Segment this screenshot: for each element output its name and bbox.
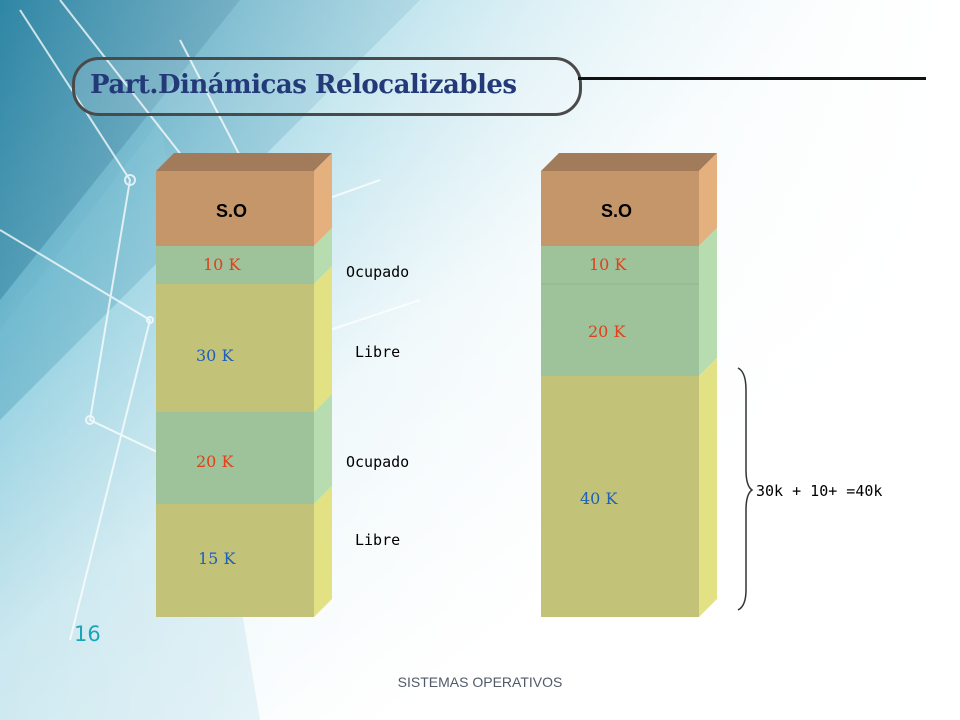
left-block-30k xyxy=(156,284,314,412)
right-block-10k xyxy=(541,246,699,284)
left-block-15k xyxy=(156,504,314,617)
right-block-40k-side xyxy=(699,358,717,617)
right-size-label-20k: 20 K xyxy=(588,322,626,341)
left-memory-column xyxy=(156,153,332,617)
right-size-label-40k: 40 K xyxy=(580,489,618,508)
state-label-ocupado-1: Ocupado xyxy=(346,263,410,281)
left-size-label-15k: 15 K xyxy=(198,549,236,568)
left-block-15k-side xyxy=(314,486,332,617)
right-block-40k xyxy=(541,376,699,617)
brace-sum-note: 30k + 10+ =40k xyxy=(756,482,883,500)
right-size-label-10k: 10 K xyxy=(589,255,627,274)
left-block-20k-side xyxy=(314,394,332,504)
state-label-ocupado-2: Ocupado xyxy=(346,453,410,471)
left-block-10k-side xyxy=(314,228,332,284)
left-os-side xyxy=(314,153,332,246)
left-size-label-10k: 10 K xyxy=(203,255,241,274)
title-frame xyxy=(72,57,582,116)
state-label-libre-2: Libre xyxy=(355,531,401,549)
slide-title: Part.Dinámicas Relocalizables xyxy=(90,70,517,100)
left-size-label-30k: 30 K xyxy=(196,346,234,365)
right-os-label: S.O xyxy=(601,201,633,221)
right-os-side xyxy=(699,153,717,246)
left-size-label-20k: 20 K xyxy=(196,452,234,471)
state-label-libre-1: Libre xyxy=(355,343,401,361)
right-memory-column xyxy=(541,153,717,617)
left-os-block xyxy=(156,171,314,246)
footer-text: SISTEMAS OPERATIVOS xyxy=(397,674,563,690)
right-column-top-face xyxy=(541,153,717,171)
slide-number: 16 xyxy=(74,622,101,646)
left-block-20k xyxy=(156,412,314,504)
left-os-label: S.O xyxy=(216,201,248,221)
left-block-30k-side xyxy=(314,266,332,412)
right-block-20k xyxy=(541,284,699,376)
right-os-block xyxy=(541,171,699,246)
left-column-top-face xyxy=(156,153,332,171)
left-block-10k xyxy=(156,246,314,284)
right-curly-brace xyxy=(737,367,754,611)
title-rule xyxy=(578,77,926,80)
right-occupied-side xyxy=(699,228,717,376)
